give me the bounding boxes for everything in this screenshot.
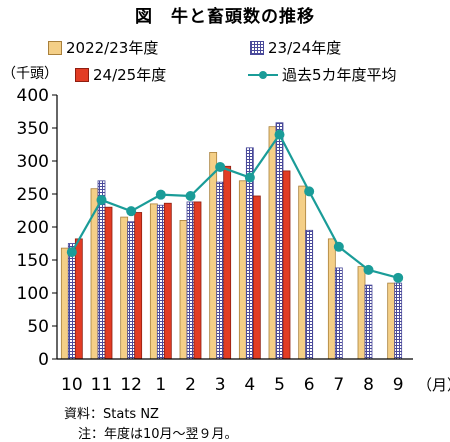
bar-23-24 [97,180,106,360]
y-tick-label: 350 [17,119,49,139]
bar-2022-23 [268,126,277,360]
bar-24-25 [104,206,113,360]
bar-24-25 [163,202,172,360]
bar-2022-23 [60,247,69,360]
y-tick-label: 250 [17,185,49,205]
average-point [185,190,196,201]
bar-24-25 [252,195,261,360]
bar-23-24 [334,267,343,360]
x-tick-label: 7 [333,375,344,395]
bar-23-24 [275,122,284,360]
bar-23-24 [156,204,165,360]
bar-2022-23 [327,238,336,360]
x-tick-label: 12 [120,375,142,395]
y-tick-label: 400 [17,86,49,106]
bar-2022-23 [298,185,307,360]
y-axis-unit-label: （千頭） [2,66,58,82]
y-tick-label: 150 [17,251,49,271]
x-axis-unit-label: （月） [417,376,450,394]
legend-label-2022-23: 2022/23年度 [66,39,159,57]
x-tick-label: 8 [363,375,374,395]
legend-swatch-23-24 [250,40,264,55]
average-point [393,272,404,283]
legend-swatch-2022-23 [48,40,62,55]
x-tick-label: 5 [274,375,285,395]
legend-item-2022-23: 2022/23年度 [48,37,158,58]
bar-2022-23 [179,219,188,360]
bar-23-24 [67,243,76,360]
source-note: 資料：Stats NZ [64,407,159,422]
average-point [274,129,285,140]
legend-label-24-25: 24/25年度 [93,66,167,84]
bar-2022-23 [387,282,396,360]
legend-item-average: 過去5カ年度平均 [248,64,397,85]
average-point [155,189,166,200]
y-tick-label: 200 [17,218,49,238]
average-point [333,241,344,252]
average-point [96,194,107,205]
bar-2022-23 [238,180,247,360]
average-point [363,264,374,275]
bar-24-25 [282,170,291,360]
bar-2022-23 [357,266,366,360]
average-point [66,247,77,258]
average-point [126,206,137,217]
bar-24-25 [193,201,202,360]
footnote: 注：年度は10月～翌９月。 [78,427,238,442]
chart-title: 図 牛と畜頭数の推移 [135,7,315,27]
legend-label-average: 過去5カ年度平均 [282,66,397,84]
x-tick-label: 11 [91,375,113,395]
average-point [244,172,255,183]
bar-24-25 [223,165,232,360]
bar-23-24 [186,201,195,360]
bar-2022-23 [149,203,158,360]
legend-label-23-24: 23/24年度 [268,39,342,57]
y-tick-label: 0 [38,350,49,370]
legend-swatch-24-25 [75,67,89,82]
legend-item-23-24: 23/24年度 [250,37,341,58]
bar-23-24 [394,282,403,360]
legend-swatch-average [248,68,278,82]
x-tick-label: 4 [244,375,255,395]
bar-23-24 [216,181,225,360]
x-tick-label: 10 [61,375,83,395]
y-tick-label: 300 [17,152,49,172]
bar-23-24 [364,284,373,360]
x-tick-label: 6 [304,375,315,395]
bar-24-25 [134,212,143,360]
bar-24-25 [74,238,83,360]
y-tick-label: 50 [27,317,49,337]
bar-23-24 [305,229,314,360]
x-tick-label: 3 [215,375,226,395]
bar-2022-23 [209,152,218,360]
x-tick-label: 2 [185,375,196,395]
y-tick-label: 100 [17,284,49,304]
bar-23-24 [127,221,136,360]
average-line [70,132,399,279]
x-tick-label: 9 [393,375,404,395]
bar-2022-23 [120,216,129,360]
legend-item-24-25: 24/25年度 [75,64,166,85]
average-point [304,186,315,197]
x-tick-label: 1 [155,375,166,395]
average-point [215,161,226,172]
